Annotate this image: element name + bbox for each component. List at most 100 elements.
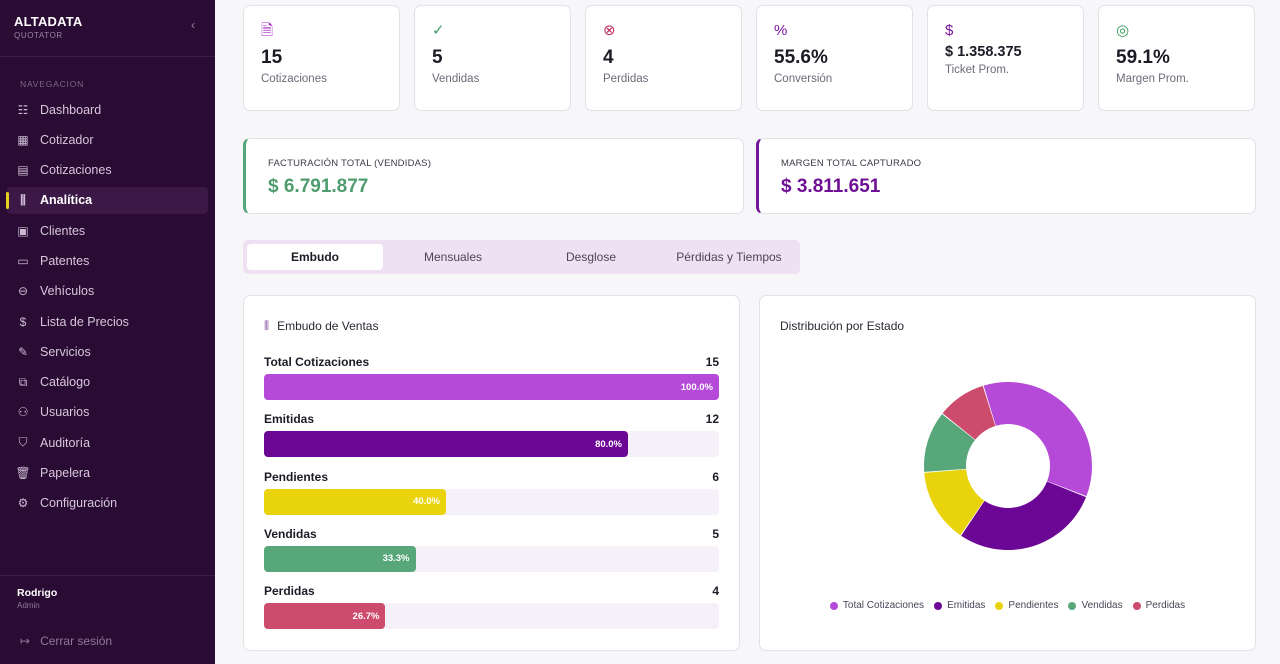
- funnel-row-count: 15: [705, 355, 719, 369]
- sidebar-item-patentes[interactable]: ▭ Patentes: [6, 247, 208, 274]
- kpi-label: Conversión: [774, 73, 833, 85]
- tab-perdidas-tiempos[interactable]: Pérdidas y Tiempos: [676, 250, 782, 264]
- sidebar-item-label: Cotizador: [40, 132, 94, 147]
- target-icon: ◎: [1116, 22, 1130, 39]
- kpi-label: Vendidas: [432, 73, 480, 85]
- kpi-label: Ticket Prom.: [945, 64, 1010, 76]
- tab-mensuales[interactable]: Mensuales: [423, 250, 483, 264]
- analytics-tabs: Embudo Mensuales Desglose Pérdidas y Tiempo…: [243, 240, 800, 274]
- sidebar-item-label: Configuración: [40, 496, 118, 511]
- sidebar: ALTADATA QUOTATOR ‹ NAVEGACION ☷ Dashboar…: [0, 0, 215, 664]
- funnel-bar: 40.0%: [264, 488, 446, 515]
- kpi-value: 4: [603, 47, 614, 68]
- gear-icon: ⚙: [17, 496, 29, 511]
- shield-check-icon: ⛉: [18, 435, 28, 450]
- legend-item[interactable]: Total Cotizaciones: [829, 600, 925, 611]
- logout-button[interactable]: ↦ Cerrar sesión: [20, 634, 112, 648]
- sidebar-item-label: Auditoría: [40, 435, 91, 450]
- sidebar-item-label: Cotizaciones: [40, 163, 112, 178]
- sidebar-item-label: Usuarios: [40, 405, 90, 420]
- kpi-value: 15: [261, 47, 283, 68]
- sidebar-item-auditoria[interactable]: ⛉ Auditoría: [6, 429, 208, 456]
- legend-label: Emitidas: [947, 600, 986, 611]
- donut-slice-pendientes[interactable]: [924, 469, 985, 536]
- funnel-panel: ⫼ Embudo de Ventas Total Cotizaciones 15 1…: [243, 295, 740, 651]
- funnel-row-label: Pendientes: [264, 469, 329, 484]
- sidebar-item-configuracion[interactable]: ⚙ Configuración: [6, 490, 208, 517]
- sidebar-item-dashboard[interactable]: ☷ Dashboard: [6, 96, 208, 123]
- funnel-row: Emitidas 12 80.0%: [264, 412, 719, 458]
- funnel-row-label: Total Cotizaciones: [264, 355, 370, 369]
- sidebar-item-clientes[interactable]: ▣ Clientes: [6, 217, 208, 244]
- tab-desglose[interactable]: Desglose: [565, 250, 617, 264]
- sidebar-item-cotizador[interactable]: ▦ Cotizador: [6, 126, 208, 153]
- car-icon: ⊖: [17, 284, 29, 299]
- legend-dot: [995, 601, 1004, 610]
- kpi-card: ◎ 59.1% Margen Prom.: [1098, 5, 1255, 111]
- kpi-label: Cotizaciones: [261, 73, 327, 85]
- chevron-left-icon[interactable]: ‹: [191, 18, 195, 32]
- donut-slice-vendidas[interactable]: [924, 414, 975, 472]
- funnel-row-count: 4: [712, 584, 719, 599]
- funnel-bar: 33.3%: [264, 545, 416, 572]
- billing-total-value: $ 6.791.877: [268, 176, 369, 197]
- sidebar-item-catalogo[interactable]: ⧉ Catálogo: [6, 369, 208, 396]
- donut-slice-total-cotizaciones[interactable]: [983, 382, 1092, 497]
- tab-embudo[interactable]: Embudo: [247, 244, 383, 270]
- funnel-row: Vendidas 5 33.3%: [264, 527, 719, 572]
- brand: ALTADATA QUOTATOR: [14, 14, 83, 40]
- sidebar-item-servicios[interactable]: ✎ Servicios: [6, 338, 208, 365]
- funnel-row-header: Vendidas 5: [264, 527, 719, 541]
- sidebar-divider: [0, 56, 215, 57]
- legend-item[interactable]: Emitidas: [934, 600, 985, 611]
- funnel-row-header: Total Cotizaciones 15: [264, 355, 719, 369]
- sidebar-item-label: Papelera: [40, 466, 91, 481]
- user-name: Rodrigo: [17, 587, 58, 599]
- distribution-panel: Distribución por Estado Total Cotizacion…: [759, 295, 1256, 651]
- user-block: Rodrigo Admin: [17, 587, 57, 610]
- funnel-row-count: 12: [705, 412, 719, 427]
- funnel-bar-percent: 40.0%: [413, 496, 440, 508]
- user-role: Admin: [17, 601, 40, 610]
- kpi-card: 🗎 15 Cotizaciones: [243, 5, 400, 111]
- donut-chart: [924, 382, 1092, 550]
- donut-slice-perdidas[interactable]: [942, 385, 996, 440]
- file-icon: ▤: [17, 163, 29, 178]
- funnel-bar-percent: 33.3%: [382, 553, 410, 565]
- legend-item[interactable]: Pendientes: [995, 600, 1058, 611]
- legend-dot: [1132, 601, 1141, 610]
- brand-subtitle: QUOTATOR: [14, 31, 63, 40]
- sidebar-item-label: Clientes: [40, 223, 86, 238]
- file-text-icon: 🗎: [261, 22, 274, 39]
- kpi-card: $ $ 1.358.375 Ticket Prom.: [927, 5, 1084, 111]
- funnel-row: Perdidas 4 26.7%: [264, 584, 719, 630]
- sidebar-divider: [0, 575, 215, 576]
- legend-item[interactable]: Vendidas: [1068, 600, 1123, 611]
- sidebar-item-vehiculos[interactable]: ⊖ Vehículos: [6, 278, 208, 305]
- sidebar-item-label: Catálogo: [40, 375, 91, 390]
- sidebar-item-cotizaciones[interactable]: ▤ Cotizaciones: [6, 157, 208, 184]
- sidebar-item-papelera[interactable]: 🗑 Papelera: [6, 460, 208, 487]
- funnel-title-text: Embudo de Ventas: [277, 319, 379, 333]
- donut-slice-emitidas[interactable]: [961, 481, 1087, 550]
- x-circle-icon: ⊗: [603, 22, 616, 39]
- sidebar-item-analitica[interactable]: ⫼ Analítica: [6, 186, 208, 214]
- nav-section-label: NAVEGACION: [20, 79, 85, 89]
- contact-card-icon: ▣: [17, 223, 29, 238]
- percent-icon: %: [774, 22, 788, 39]
- kpi-value: 5: [432, 47, 443, 68]
- legend-label: Total Cotizaciones: [842, 600, 925, 611]
- legend-item[interactable]: Perdidas: [1132, 600, 1185, 611]
- trash-icon: 🗑: [15, 466, 31, 481]
- sidebar-item-lista-de-precios[interactable]: $ Lista de Precios: [6, 308, 208, 335]
- sidebar-item-label: Analítica: [40, 193, 93, 208]
- check-circle-icon: ✓: [432, 22, 445, 39]
- brand-name: ALTADATA: [14, 14, 83, 29]
- funnel-bar-percent: 100.0%: [680, 381, 713, 393]
- bar-chart-icon: ⫼: [20, 192, 26, 207]
- funnel-bar-percent: 26.7%: [352, 610, 380, 622]
- margin-total-value: $ 3.811.651: [781, 176, 881, 197]
- dollar-icon: $: [19, 314, 27, 329]
- sidebar-item-label: Vehículos: [40, 284, 95, 299]
- sidebar-item-usuarios[interactable]: ⚇ Usuarios: [6, 399, 208, 426]
